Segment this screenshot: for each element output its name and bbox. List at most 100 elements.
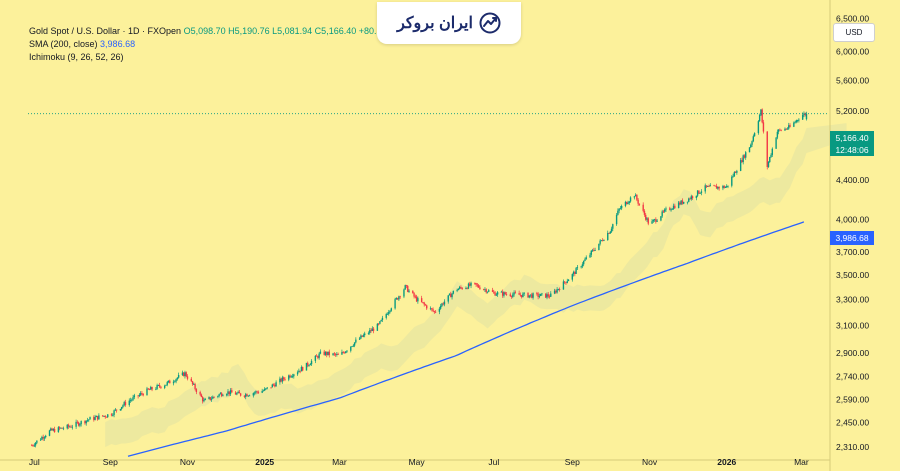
candle-body: [84, 421, 86, 424]
candle-body: [541, 293, 543, 295]
candle-body: [451, 293, 453, 298]
candle-body: [262, 390, 265, 392]
candle-body: [753, 133, 756, 137]
sma-200-line: [127, 221, 805, 457]
candle-body: [34, 442, 37, 446]
candle-body: [558, 288, 561, 290]
candle-body: [627, 202, 629, 205]
candle-body: [775, 137, 777, 149]
chart-legend: Gold Spot / U.S. Dollar · 1D · FXOpen O5…: [29, 25, 387, 64]
candle-body: [350, 346, 352, 351]
candle-body: [671, 208, 674, 210]
x-tick-label: Nov: [180, 457, 196, 467]
candle-body: [279, 378, 281, 383]
sma-layer: [127, 221, 805, 457]
candle-body: [669, 208, 671, 210]
candle-body: [137, 395, 139, 397]
candle-body: [351, 346, 353, 348]
candle-body: [723, 185, 725, 188]
candle-body: [662, 211, 665, 213]
candle-body: [270, 387, 272, 389]
candle-body: [504, 292, 506, 295]
legend-ichimoku-row[interactable]: Ichimoku (9, 26, 52, 26): [29, 51, 387, 64]
candle-body: [429, 308, 432, 310]
candle-body: [53, 429, 56, 433]
currency-selector[interactable]: USD: [833, 23, 875, 42]
candle-body: [700, 191, 703, 193]
candle-body: [805, 113, 808, 120]
candle-body: [48, 430, 51, 436]
candle-body: [484, 289, 486, 291]
candle-body: [243, 395, 246, 397]
candle-body: [769, 157, 771, 162]
candle-body: [612, 224, 614, 229]
candle-body: [231, 390, 233, 393]
candle-body: [580, 266, 582, 268]
candle-body: [457, 288, 460, 291]
candle-body: [562, 281, 565, 290]
candle-body: [129, 400, 132, 401]
candle-body: [58, 427, 61, 429]
candle-body: [220, 393, 223, 396]
candle-body: [689, 198, 691, 200]
candle-body: [156, 385, 158, 389]
candle-body: [420, 298, 423, 303]
candle-body: [36, 440, 38, 443]
candle-body: [166, 382, 168, 385]
candle-body: [114, 409, 117, 411]
candle-body: [488, 290, 490, 292]
candle-body: [284, 379, 286, 380]
candle-body: [470, 282, 472, 286]
candle-body: [41, 436, 43, 440]
candle-body: [795, 120, 798, 123]
candle-body: [556, 289, 558, 293]
candle-body: [76, 421, 79, 423]
candle-body: [50, 428, 52, 431]
candle-body: [333, 353, 336, 355]
candle-body: [112, 414, 114, 416]
last-price-value: 5,166.40: [835, 133, 869, 143]
candle-body: [342, 352, 344, 353]
candle-body: [62, 428, 65, 430]
candle-body: [566, 281, 568, 284]
candle-body: [93, 417, 95, 420]
candle-body: [355, 339, 357, 343]
candle-body: [748, 147, 751, 153]
candle-body: [785, 128, 787, 130]
candle-body: [442, 303, 444, 305]
candle-body: [389, 310, 391, 312]
candle-body: [465, 287, 467, 290]
candle-body: [257, 392, 260, 393]
candle-body: [610, 228, 613, 232]
candle-body: [324, 352, 327, 355]
candle-body: [555, 290, 557, 293]
candle-body: [536, 293, 538, 295]
legend-sma-row[interactable]: SMA (200, close) 3,986.68: [29, 38, 387, 51]
candle-body: [86, 420, 89, 421]
candle-body: [45, 435, 47, 438]
candle-body: [550, 293, 552, 297]
sma-value: 3,986.68: [100, 39, 136, 49]
candle-body: [280, 378, 282, 382]
candle-body: [71, 426, 74, 428]
candle-body: [404, 285, 406, 290]
candle-body: [96, 415, 99, 420]
candle-body: [724, 186, 727, 188]
candle-body: [160, 386, 162, 388]
candle-body: [328, 351, 330, 356]
candle-body: [801, 114, 804, 120]
candle-body: [265, 388, 267, 390]
candle-body: [548, 296, 551, 298]
candle-body: [379, 321, 381, 324]
candle-body: [714, 185, 717, 187]
candle-body: [466, 287, 468, 289]
y-tick-label: 2,450.00: [836, 418, 869, 428]
candle-body: [751, 141, 753, 145]
candle-body: [634, 194, 637, 197]
candle-body: [456, 290, 458, 291]
candle-body: [255, 391, 257, 393]
candle-body: [158, 385, 161, 387]
candle-body: [686, 201, 689, 203]
candle-body: [407, 286, 409, 292]
